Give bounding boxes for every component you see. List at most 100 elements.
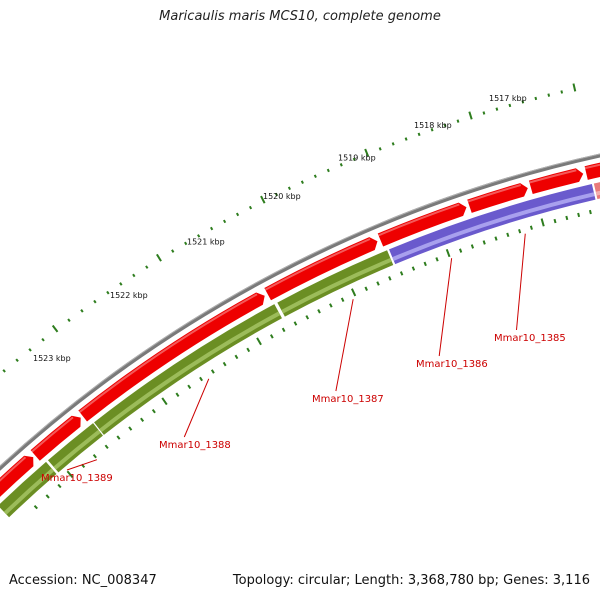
inner-minor-tick [340,297,345,302]
inner-minor-tick [199,376,203,382]
gene-label: Mmar10_1385 [494,333,566,344]
inner-minor-tick [459,248,463,253]
scale-minor-tick [41,337,45,342]
scale-minor-tick [2,369,6,373]
inner-minor-tick [577,212,581,218]
inner-minor-tick [151,409,156,414]
scale-major-tick [51,324,59,333]
kbp-label: 1520 kbp [263,192,301,201]
scale-minor-tick [132,273,136,278]
inner-minor-tick [140,417,145,422]
inner-minor-tick [411,266,416,271]
inner-major-tick [66,470,74,478]
scale-minor-tick [378,147,382,151]
scale-minor-tick [521,100,525,104]
scale-minor-tick [547,93,551,97]
inner-minor-tick [470,244,475,249]
inner-minor-tick [553,218,557,224]
cds-arrow [528,168,584,195]
inner-major-tick [161,397,168,406]
inner-minor-tick [529,225,533,230]
cds-arrow-gloss [78,293,258,413]
gene-band-green-shade [281,257,392,314]
gene-label: Mmar10_1386 [416,359,488,370]
scale-minor-tick [495,107,499,111]
scale-minor-tick [67,318,71,323]
scale-minor-tick [28,348,32,352]
gene-label: Mmar10_1389 [41,473,113,484]
inner-minor-tick [281,327,286,333]
cds-arrow [467,183,528,213]
inner-minor-tick [506,232,510,238]
inner-minor-tick [435,257,439,262]
genome-summary-text: Topology: circular; Length: 3,368,780 bp… [232,573,590,588]
cds-arrow-gloss [584,163,600,170]
gene-band-green-shade [53,429,101,470]
inner-minor-tick [317,309,321,314]
gene-leader-line [183,378,210,438]
cds-arrow [584,162,600,180]
scale-minor-tick [326,168,330,173]
inner-minor-tick [187,384,192,390]
cds-arrow [78,292,265,422]
inner-minor-tick [364,286,368,291]
inner-minor-tick [116,435,121,440]
scale-minor-tick [184,241,188,246]
scale-minor-tick [352,157,356,162]
kbp-label: 1517 kbp [489,94,527,103]
inner-minor-tick [234,354,239,360]
scale-major-tick [260,195,266,204]
scale-minor-tick [106,290,110,295]
gene-leader-line [335,299,354,392]
scale-minor-tick [560,90,564,94]
inner-major-tick [540,218,545,227]
scale-minor-tick [210,226,214,231]
kbp-label: 1522 kbp [110,291,148,300]
cds-arrow-gloss [378,203,460,237]
scale-minor-tick [235,212,240,217]
scale-minor-tick [119,282,123,286]
scale-minor-tick [222,219,227,224]
scale-minor-tick [391,142,395,146]
inner-major-tick [256,337,262,346]
accession-text: Accession: NC_008347 [9,573,157,588]
gene-band-green-shade [99,311,281,433]
scale-minor-tick [93,299,97,304]
cds-arrow-gloss [0,456,27,482]
scale-minor-tick [482,111,486,115]
inner-minor-tick [104,444,109,449]
scale-minor-tick [197,234,201,238]
gene-band-green-shade [3,468,55,515]
cds-arrow-gloss [31,416,74,453]
inner-minor-tick [388,276,392,281]
inner-minor-tick [376,281,380,286]
gene-band-pink [593,182,600,200]
inner-minor-tick [482,240,486,245]
inner-minor-tick [128,426,133,431]
scale-minor-tick [15,358,19,363]
kbp-label: 1519 kbp [338,153,376,162]
inner-minor-tick [588,209,592,215]
scale-minor-tick [300,180,304,184]
cds-arrow-gloss [529,169,577,184]
scale-minor-tick [313,174,317,179]
inner-minor-tick [329,303,333,308]
kbp-label: 1518 kbp [414,121,452,130]
gene-leader-line [438,258,453,357]
scale-major-tick [468,111,473,120]
inner-minor-tick [565,215,569,221]
cds-arrow [264,237,378,301]
inner-minor-tick [518,229,522,234]
scale-minor-tick [508,103,512,108]
scale-major-tick [572,83,577,92]
inner-minor-tick [222,361,227,367]
inner-major-tick [351,288,357,297]
map-title: Maricaulis maris MCS10, complete genome [159,9,441,24]
scale-minor-tick [248,205,253,210]
inner-major-tick [445,248,451,258]
scale-minor-tick [404,137,408,141]
cds-arrow-gloss [264,238,371,291]
inner-minor-tick [33,504,38,510]
kbp-label: 1521 kbp [187,237,225,246]
